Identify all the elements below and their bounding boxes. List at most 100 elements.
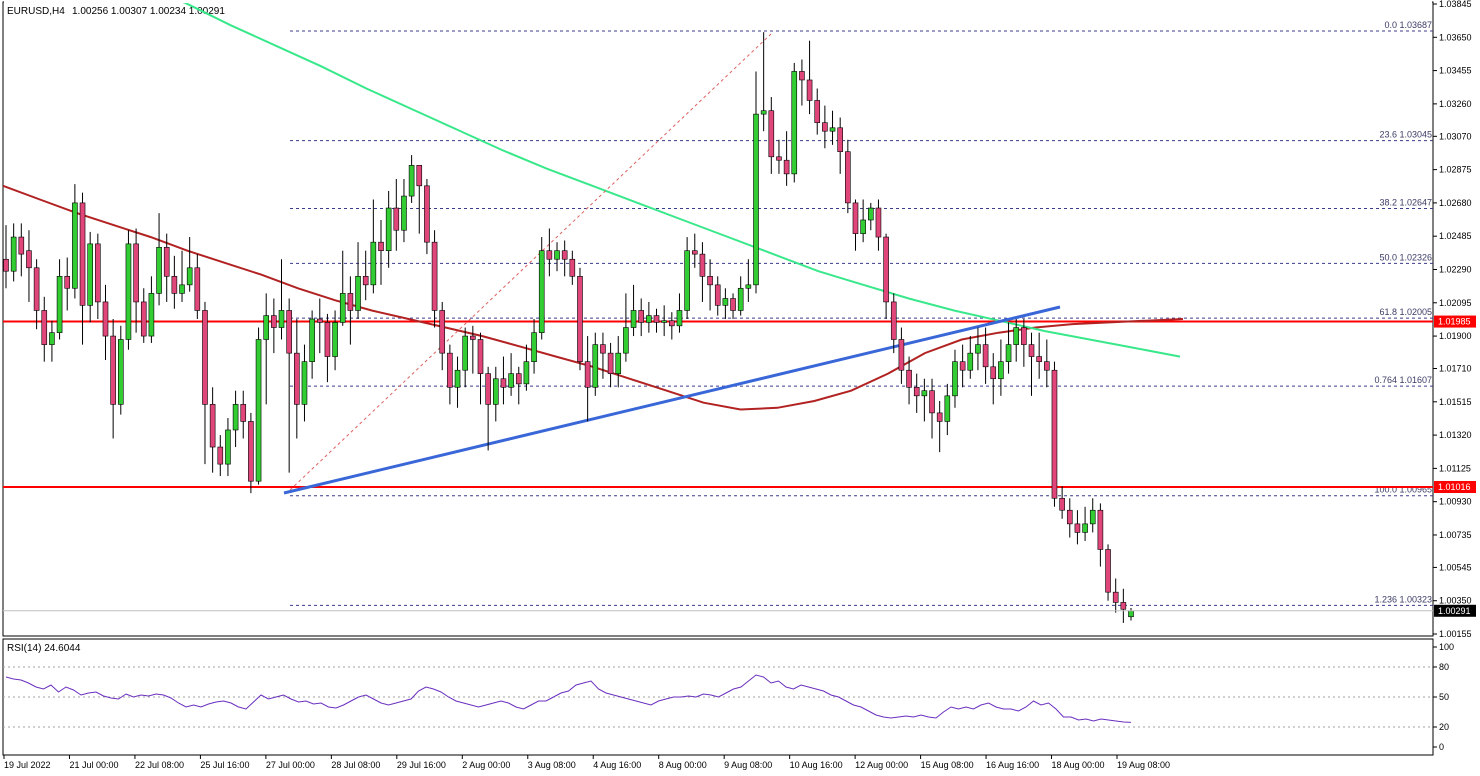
candle (1036, 332, 1042, 379)
candle (294, 319, 300, 439)
rsi-line (5, 674, 1132, 723)
candle-body (791, 71, 798, 175)
price-tick-label: 1.00735 (1439, 530, 1472, 540)
time-tick-label: 4 Aug 16:00 (593, 760, 641, 770)
candle-body (806, 79, 813, 101)
candle-body (1044, 361, 1050, 371)
symbol-header: EURUSD,H4 (7, 6, 65, 17)
candle-body (416, 165, 423, 187)
candle (271, 298, 277, 354)
candle (577, 267, 583, 371)
candle (1089, 498, 1096, 533)
candle (745, 259, 752, 302)
price-tick-label: 1.03070 (1439, 131, 1472, 141)
candle-body (140, 301, 147, 337)
candle (982, 327, 989, 384)
candle-body (921, 390, 928, 397)
candle-body (998, 361, 1004, 380)
candle (845, 139, 851, 214)
candle (776, 139, 782, 174)
rsi-tick-label: 0 (1439, 742, 1444, 752)
candle-body (1059, 497, 1065, 511)
candle (424, 179, 430, 255)
level-price-box (1434, 315, 1476, 328)
candle-body (707, 276, 713, 286)
candle (125, 230, 132, 350)
candle (355, 242, 361, 319)
price-tick-label: 1.02485 (1439, 231, 1472, 241)
candle (691, 233, 698, 268)
candle-body (944, 395, 951, 422)
candle (393, 179, 400, 251)
candle-body (378, 241, 384, 252)
candle (883, 233, 889, 319)
candle-body (1082, 523, 1088, 533)
candle-body (26, 250, 32, 269)
candle (669, 312, 675, 340)
candle-body (508, 373, 514, 388)
candle (225, 418, 231, 477)
price-tick-label: 1.02290 (1439, 264, 1472, 274)
candle (967, 336, 974, 379)
time-tick-label: 2 Aug 00:00 (462, 760, 510, 770)
time-tick-label: 18 Aug 00:00 (1052, 760, 1105, 770)
candle (898, 327, 905, 384)
candle-body (309, 318, 315, 362)
candle-body (133, 243, 139, 303)
candle (263, 293, 270, 405)
candle (714, 276, 721, 316)
candle (10, 223, 17, 282)
candle (309, 310, 315, 379)
candle-body (1013, 327, 1020, 345)
candle (1059, 486, 1065, 519)
candle (1044, 339, 1050, 388)
candle-body (691, 250, 698, 255)
candle-body (1120, 602, 1127, 610)
candle-body (699, 253, 706, 277)
candle (592, 332, 599, 396)
candle-body (852, 202, 859, 234)
candle (416, 165, 423, 234)
candle (623, 293, 629, 362)
candle (18, 223, 25, 277)
candle (561, 240, 568, 277)
candle-body (485, 373, 491, 405)
candle-body (822, 122, 828, 132)
candle (837, 117, 843, 174)
trendlines (283, 33, 1061, 495)
moving-averages (2, 0, 1432, 411)
candle (852, 199, 859, 251)
price-axis: 1.03845 1.03650 1.03455 1.03260 1.03070 1.028… (3, 0, 1476, 639)
candle (133, 228, 139, 333)
candle (186, 237, 193, 292)
candle-body (355, 276, 361, 311)
time-tick-label: 15 Aug 08:00 (921, 760, 974, 770)
candle-body (87, 243, 93, 306)
candle (783, 131, 790, 186)
candle (944, 383, 951, 436)
candle (1013, 319, 1020, 362)
candle (217, 435, 224, 477)
candle-body (33, 267, 40, 311)
candle-body (72, 202, 78, 289)
candle-body (600, 344, 606, 354)
main-pane-frame (2, 1, 1434, 637)
candle-body (64, 276, 71, 289)
time-tick-label: 9 Aug 08:00 (724, 760, 772, 770)
candle-body (760, 110, 767, 115)
candle (515, 366, 522, 405)
candle (470, 325, 476, 374)
support-trendline[interactable] (283, 305, 1061, 495)
candle (26, 230, 32, 302)
candle-body (569, 258, 576, 277)
candle (1128, 608, 1134, 621)
candle (799, 59, 805, 106)
candle (584, 336, 591, 422)
candle-body (952, 361, 958, 397)
candle (324, 313, 331, 383)
current-price-box (1434, 604, 1476, 617)
candle-body (630, 310, 637, 328)
candle-body (799, 71, 805, 81)
time-tick-label: 25 Jul 16:00 (200, 760, 249, 770)
